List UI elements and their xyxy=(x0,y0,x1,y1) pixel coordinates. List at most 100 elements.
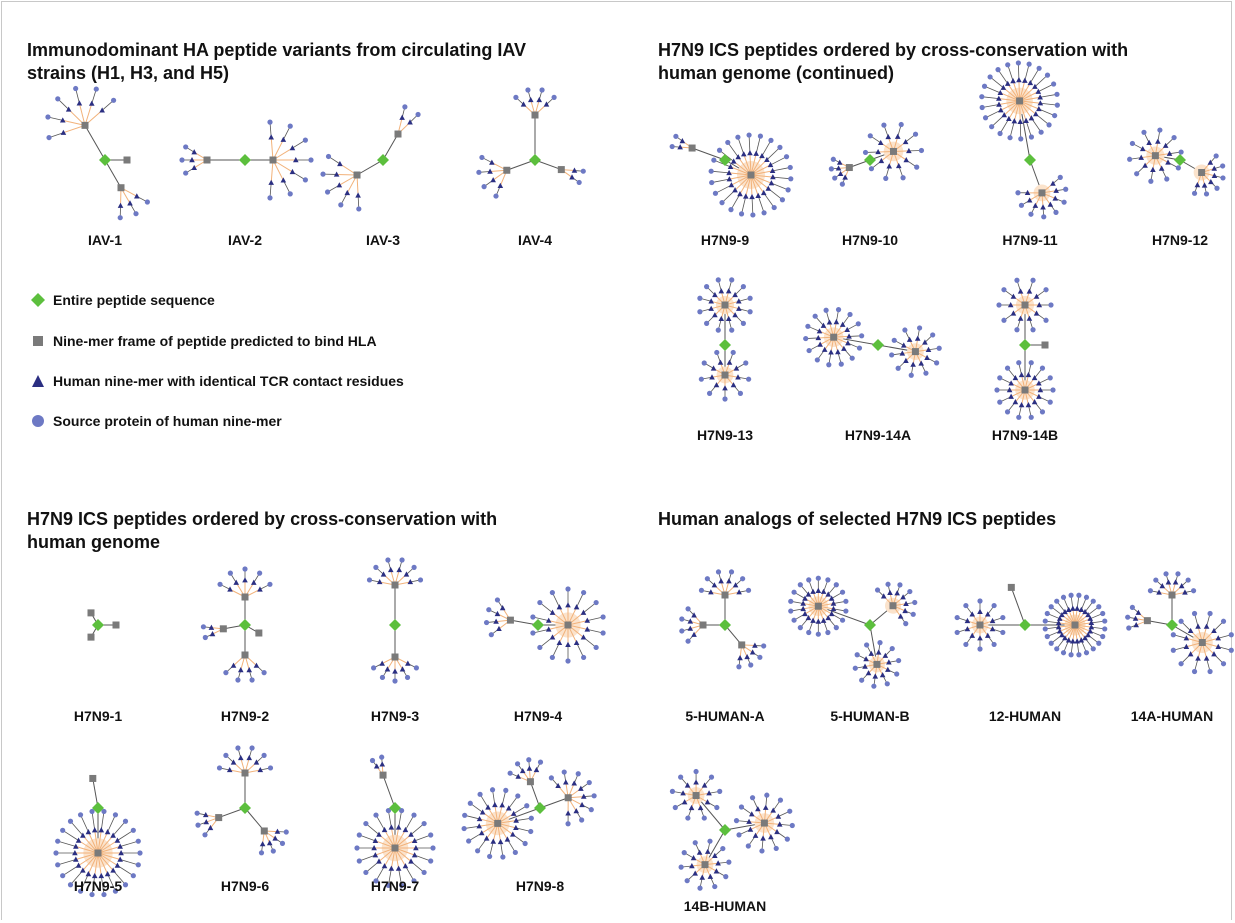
protein-node xyxy=(815,631,821,637)
ninemer-node xyxy=(293,157,299,163)
section-title-iav: Immunodominant HA peptide variants from … xyxy=(27,39,526,85)
protein-node xyxy=(1052,112,1058,119)
protein-node xyxy=(777,144,783,150)
protein-node xyxy=(719,200,725,206)
ninemer-node xyxy=(1194,181,1201,188)
protein-node xyxy=(101,808,107,815)
protein-node xyxy=(1163,571,1169,577)
ninemer-node xyxy=(1000,84,1007,90)
protein-node xyxy=(1126,625,1132,631)
protein-node xyxy=(1015,60,1021,66)
network-label: H7N9-9 xyxy=(700,232,750,248)
frame-node xyxy=(255,629,263,637)
ninemer-node xyxy=(250,579,257,585)
ninemer-node xyxy=(1065,637,1072,643)
edge xyxy=(244,807,265,832)
protein-node xyxy=(729,277,735,283)
ninemer-node xyxy=(280,177,287,183)
protein-node xyxy=(586,779,592,786)
protein-node xyxy=(708,168,714,174)
protein-node xyxy=(717,788,723,794)
protein-node xyxy=(997,130,1003,137)
protein-node xyxy=(1157,127,1163,133)
protein-node xyxy=(1214,185,1220,191)
ninemer-node xyxy=(1036,105,1042,112)
circle-icon xyxy=(32,415,44,427)
ninemer-node xyxy=(1082,608,1088,615)
protein-node xyxy=(740,576,746,582)
protein-node xyxy=(907,588,913,595)
ninemer-node xyxy=(509,831,516,837)
protein-node xyxy=(481,184,487,190)
protein-node xyxy=(1220,618,1227,624)
protein-node xyxy=(467,800,473,806)
protein-node xyxy=(575,771,581,777)
frame-node xyxy=(889,602,897,610)
edge xyxy=(75,852,99,860)
protein-node xyxy=(486,607,492,613)
ninemer-node xyxy=(497,182,504,188)
protein-node xyxy=(1018,202,1025,208)
protein-node xyxy=(684,878,690,884)
legend-label: Source protein of human nine-mer xyxy=(53,413,282,429)
ninemer-node xyxy=(259,841,266,847)
ninemer-node xyxy=(989,626,996,632)
edge xyxy=(755,136,761,154)
network-graph xyxy=(200,566,273,683)
ninemer-node xyxy=(257,766,264,773)
protein-node xyxy=(712,883,718,890)
ninemer-node xyxy=(710,365,717,371)
protein-node xyxy=(1178,661,1184,667)
ninemer-node xyxy=(75,862,82,868)
protein-node xyxy=(954,629,960,636)
peptide-node xyxy=(239,154,251,166)
ninemer-node xyxy=(820,617,827,623)
ninemer-node xyxy=(510,810,517,816)
ninemer-node xyxy=(134,193,140,199)
ninemer-node xyxy=(688,804,695,811)
protein-node xyxy=(133,211,139,217)
protein-node xyxy=(900,175,906,181)
network-label: 12-HUMAN xyxy=(988,708,1062,724)
ninemer-node xyxy=(722,385,728,391)
protein-node xyxy=(493,193,499,199)
edge xyxy=(87,852,99,875)
frame-node xyxy=(269,156,277,164)
ninemer-node xyxy=(810,617,816,623)
ninemer-node xyxy=(1070,605,1076,611)
ninemer-node xyxy=(701,782,708,788)
edge xyxy=(539,797,569,809)
ninemer-node xyxy=(1018,371,1025,378)
protein-node xyxy=(826,362,832,368)
protein-node xyxy=(561,769,567,775)
ninemer-node xyxy=(513,817,519,823)
frame-node xyxy=(89,774,97,782)
ninemer-node xyxy=(1133,622,1140,628)
network-label: H7N9-12 xyxy=(1151,232,1209,248)
network-label: IAV-2 xyxy=(228,232,262,248)
protein-node xyxy=(1005,62,1011,68)
protein-node xyxy=(722,396,728,402)
ninemer-node xyxy=(1008,393,1014,399)
protein-node xyxy=(1004,365,1011,371)
ninemer-node xyxy=(902,138,909,145)
ninemer-node xyxy=(289,145,296,151)
edge xyxy=(999,118,1010,134)
protein-node xyxy=(325,153,332,160)
protein-node xyxy=(428,858,434,864)
ninemer-node xyxy=(736,589,742,595)
ninemer-node xyxy=(732,312,738,318)
peptide-node xyxy=(532,619,544,631)
ninemer-node xyxy=(747,826,754,832)
ninemer-node xyxy=(726,578,732,584)
network-graph xyxy=(53,774,143,898)
frame-node xyxy=(1143,617,1151,625)
frame-node xyxy=(531,111,539,119)
protein-node xyxy=(548,775,554,781)
ninemer-node xyxy=(515,773,522,779)
edge xyxy=(583,602,597,613)
protein-node xyxy=(791,617,797,623)
ninemer-node xyxy=(505,805,512,811)
frame-node xyxy=(81,121,89,129)
